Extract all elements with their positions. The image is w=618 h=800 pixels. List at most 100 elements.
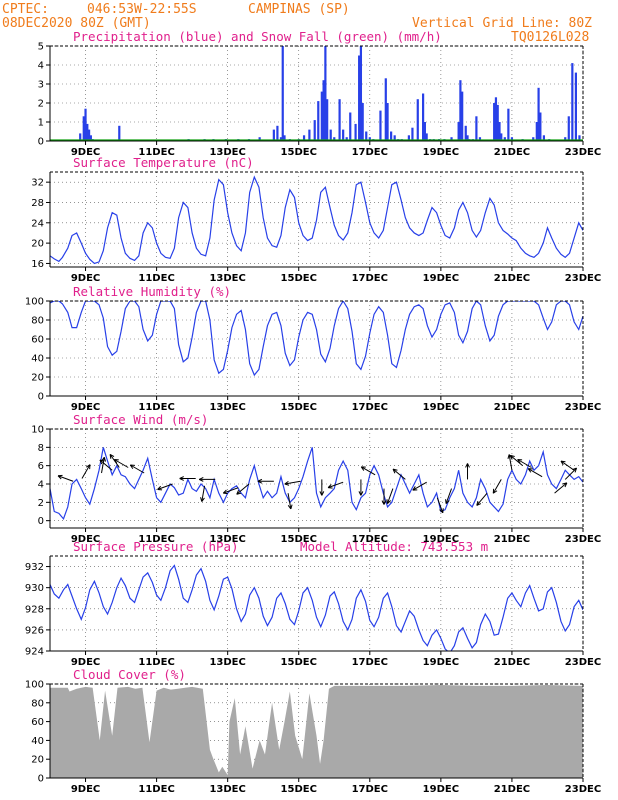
humidity-title: Relative Humidity (%) bbox=[73, 284, 231, 299]
cloud-xtick-label: 9DEC bbox=[71, 784, 100, 795]
precip-bar bbox=[354, 123, 357, 141]
precip-ytick-label: 2 bbox=[38, 99, 44, 110]
cloud-xtick-label: 17DEC bbox=[352, 784, 388, 795]
precip-bar bbox=[537, 87, 540, 141]
header-location: CAMPINAS (SP) bbox=[248, 2, 350, 17]
humidity-ytick-label: 80 bbox=[31, 316, 44, 327]
cloud-xtick-label: 11DEC bbox=[138, 784, 174, 795]
cloud-ytick-label: 80 bbox=[31, 698, 44, 709]
pressure-altitude-note: Model Altitude: 743.553 m bbox=[300, 539, 488, 554]
precip-xtick-label: 21DEC bbox=[494, 147, 530, 158]
temperature-xtick-label: 23DEC bbox=[565, 273, 601, 284]
header-run-time: 08DEC2020 80Z (GMT) bbox=[2, 16, 151, 31]
precip-bar bbox=[457, 122, 460, 141]
precip-bar bbox=[423, 122, 426, 141]
humidity-ytick-label: 40 bbox=[31, 354, 44, 365]
wind-arrow bbox=[200, 485, 206, 502]
wind-xtick-label: 19DEC bbox=[423, 534, 459, 545]
precip-bar bbox=[494, 97, 498, 141]
wind-arrow bbox=[327, 481, 344, 489]
precip-bar bbox=[464, 125, 467, 141]
wind-line bbox=[50, 447, 583, 521]
precip-bar bbox=[82, 116, 85, 141]
precip-xtick-label: 15DEC bbox=[281, 147, 317, 158]
cloud-xtick-label: 13DEC bbox=[209, 784, 245, 795]
temperature-xtick-label: 17DEC bbox=[352, 273, 388, 284]
precip-bar bbox=[329, 129, 332, 141]
wind-arrow bbox=[554, 482, 568, 494]
precip-bar bbox=[386, 103, 389, 141]
precip-bar bbox=[535, 122, 538, 141]
precip-bar bbox=[416, 99, 419, 141]
wind-xtick-label: 13DEC bbox=[209, 534, 245, 545]
precip-bar bbox=[89, 135, 92, 141]
wind-arrow bbox=[465, 463, 470, 480]
pressure-xtick-label: 11DEC bbox=[138, 657, 174, 668]
humidity-xtick-label: 19DEC bbox=[423, 402, 459, 413]
wind-xtick-label: 17DEC bbox=[352, 534, 388, 545]
wind-xtick-label: 9DEC bbox=[71, 534, 100, 545]
wind-arrow bbox=[560, 460, 575, 471]
cloud-xtick-label: 23DEC bbox=[565, 784, 601, 795]
wind-arrow bbox=[284, 480, 301, 486]
cloud-ytick-label: 20 bbox=[31, 755, 44, 766]
humidity-ytick-label: 20 bbox=[31, 373, 44, 384]
wind-arrow bbox=[81, 464, 91, 479]
precip-bar bbox=[574, 72, 577, 141]
precip-bar bbox=[539, 112, 542, 141]
wind-arrow bbox=[412, 481, 427, 491]
precip-bar bbox=[258, 137, 261, 141]
temperature-xtick-label: 21DEC bbox=[494, 273, 530, 284]
header-model-code: TQ0126L028 bbox=[511, 30, 589, 45]
wind-ytick-label: 0 bbox=[38, 516, 44, 527]
humidity-xtick-label: 11DEC bbox=[138, 402, 174, 413]
humidity-xtick-label: 17DEC bbox=[352, 402, 388, 413]
wind-arrow bbox=[99, 459, 113, 471]
wind-arrow bbox=[445, 488, 452, 504]
wind-xtick-label: 21DEC bbox=[494, 534, 530, 545]
wind-arrow bbox=[179, 476, 196, 481]
wind-arrow bbox=[287, 493, 293, 510]
precip-bar bbox=[461, 91, 464, 141]
precip-xtick-label: 17DEC bbox=[352, 147, 388, 158]
precip-bar bbox=[272, 129, 275, 141]
cloud-ytick-label: 40 bbox=[31, 736, 44, 747]
precip-ytick-label: 5 bbox=[38, 42, 44, 53]
precip-bar bbox=[390, 131, 393, 141]
precip-xtick-label: 11DEC bbox=[138, 147, 174, 158]
precip-bar bbox=[317, 101, 320, 141]
wind-arrow bbox=[360, 466, 376, 476]
pressure-xtick-label: 21DEC bbox=[494, 657, 530, 668]
wind-arrow bbox=[157, 483, 173, 491]
wind-arrow bbox=[436, 497, 444, 514]
temperature-ytick-label: 20 bbox=[31, 239, 44, 250]
header-source: CPTEC: bbox=[2, 2, 49, 17]
precip-bar bbox=[324, 46, 327, 141]
humidity-xtick-label: 9DEC bbox=[71, 402, 100, 413]
wind-xtick-label: 11DEC bbox=[138, 534, 174, 545]
wind-arrow bbox=[222, 487, 239, 495]
precip-bar bbox=[326, 99, 329, 141]
wind-arrow bbox=[564, 467, 578, 480]
humidity-xtick-label: 21DEC bbox=[494, 402, 530, 413]
precip-bar bbox=[379, 110, 382, 141]
precip-bar bbox=[422, 93, 425, 141]
wind-arrow bbox=[257, 478, 274, 484]
precip-ytick-label: 1 bbox=[38, 118, 44, 129]
wind-arrow bbox=[527, 468, 543, 478]
precip-bar bbox=[359, 46, 363, 141]
wind-arrow bbox=[319, 479, 325, 496]
wind-arrow bbox=[358, 479, 364, 496]
precip-bar bbox=[308, 129, 311, 141]
wind-arrow bbox=[509, 454, 523, 467]
wind-ytick-label: 6 bbox=[38, 461, 44, 472]
wind-ytick-label: 10 bbox=[31, 425, 44, 436]
pressure-xtick-label: 23DEC bbox=[565, 657, 601, 668]
wind-arrow bbox=[236, 483, 250, 495]
precip-bar bbox=[478, 137, 482, 141]
precip-xtick-label: 19DEC bbox=[423, 147, 459, 158]
precip-bar bbox=[571, 63, 574, 141]
pressure-xtick-label: 15DEC bbox=[281, 657, 317, 668]
wind-title: Surface Wind (m/s) bbox=[73, 412, 208, 427]
cloud-xtick-label: 15DEC bbox=[281, 784, 317, 795]
